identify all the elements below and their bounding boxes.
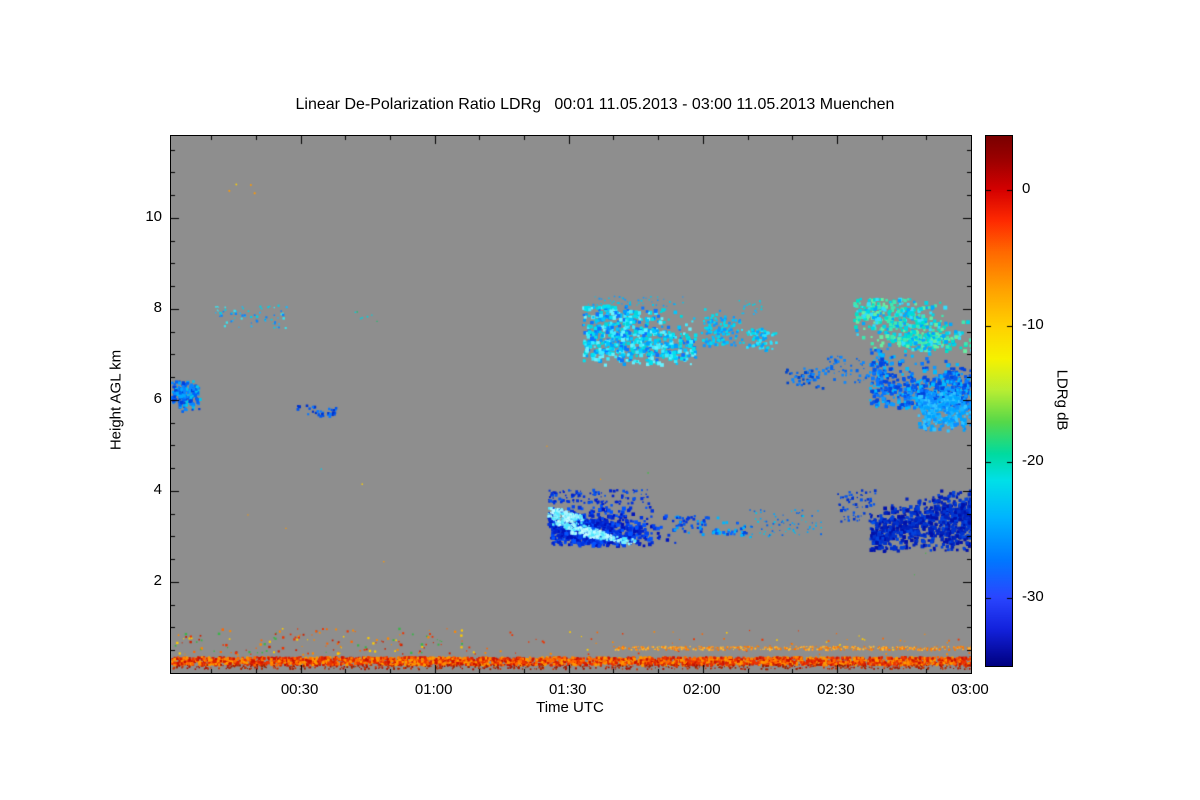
x-tick-label: 02:00 bbox=[683, 681, 721, 698]
plot-area bbox=[170, 135, 972, 674]
y-tick-label: 8 bbox=[153, 298, 162, 316]
x-tick-label: 01:30 bbox=[548, 681, 587, 698]
colorbar-label: LDRg dB bbox=[1053, 369, 1071, 431]
x-tick-label: 00:30 bbox=[280, 681, 319, 698]
y-tick-label: 10 bbox=[145, 207, 162, 225]
colorbar-gradient-canvas bbox=[986, 136, 1012, 666]
x-tick-label: 03:00 bbox=[951, 681, 989, 698]
chart-title: Linear De-Polarization Ratio LDRg 00:01 … bbox=[295, 96, 895, 113]
colorbar-tick-label: -10 bbox=[1022, 316, 1044, 334]
x-tick-label: 02:30 bbox=[817, 681, 855, 698]
colorbar-tick-label: -20 bbox=[1022, 452, 1044, 470]
y-tick-label: 6 bbox=[153, 389, 162, 407]
colorbar-tick-label: -30 bbox=[1022, 588, 1044, 606]
x-tick-label: 01:00 bbox=[414, 681, 453, 698]
y-tick-label: 2 bbox=[153, 571, 162, 589]
heatmap-canvas bbox=[171, 136, 971, 673]
x-axis-label: Time UTC bbox=[536, 699, 604, 716]
colorbar-tick-label: 0 bbox=[1022, 180, 1031, 198]
y-tick-label: 4 bbox=[153, 480, 162, 498]
colorbar bbox=[985, 135, 1013, 667]
